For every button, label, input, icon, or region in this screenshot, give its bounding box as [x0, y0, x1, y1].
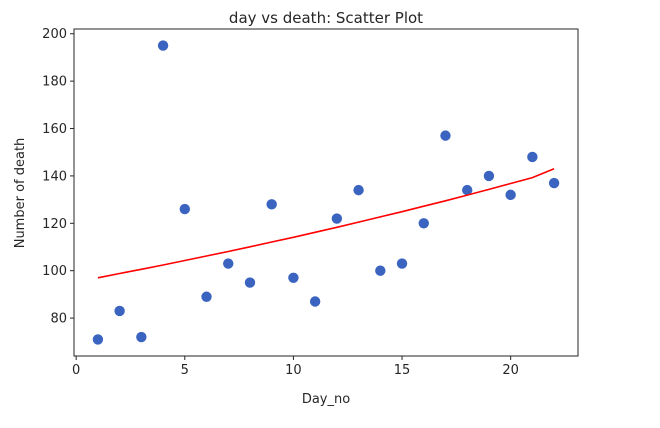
- y-tick-label: 80: [50, 312, 67, 327]
- data-point: [418, 218, 429, 229]
- data-point: [505, 189, 516, 201]
- data-point: [288, 272, 299, 284]
- x-tick-label: 15: [394, 363, 411, 378]
- y-tick-label: 180: [42, 75, 67, 90]
- data-point: [483, 170, 495, 182]
- data-point: [157, 40, 169, 51]
- x-tick-label: 5: [181, 363, 189, 378]
- data-point: [223, 258, 234, 269]
- data-point: [92, 334, 104, 345]
- data-point: [331, 213, 343, 224]
- data-point: [201, 291, 212, 302]
- data-point: [396, 258, 408, 269]
- data-point: [244, 277, 256, 288]
- y-tick-label: 200: [42, 27, 67, 42]
- x-tick-label: 10: [285, 363, 302, 378]
- data-point: [548, 177, 560, 189]
- x-tick-label: 0: [72, 363, 80, 378]
- y-tick-label: 160: [42, 122, 67, 137]
- data-point: [353, 184, 364, 196]
- chart-title: day vs death: Scatter Plot: [229, 9, 423, 27]
- data-point: [375, 265, 386, 276]
- data-point: [462, 184, 473, 196]
- data-point: [440, 130, 451, 141]
- fit-line: [97, 168, 555, 279]
- data-point: [179, 203, 190, 215]
- y-tick-label: 140: [42, 169, 67, 184]
- y-tick-label: 120: [42, 217, 67, 232]
- data-point: [527, 151, 538, 163]
- data-point: [114, 305, 125, 317]
- data-point: [136, 331, 147, 343]
- data-point: [266, 199, 277, 210]
- x-tick-label: 20: [502, 363, 519, 378]
- plot-frame: [73, 28, 579, 357]
- x-axis-label: Day_no: [302, 392, 350, 407]
- y-tick-label: 100: [42, 264, 67, 279]
- y-axis-label: Number of death: [13, 138, 28, 249]
- data-point: [309, 296, 321, 307]
